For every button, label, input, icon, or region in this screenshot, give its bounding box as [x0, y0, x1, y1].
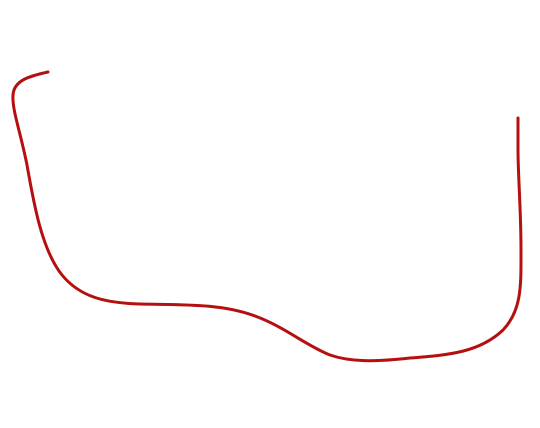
freehand-stroke [11, 70, 523, 363]
